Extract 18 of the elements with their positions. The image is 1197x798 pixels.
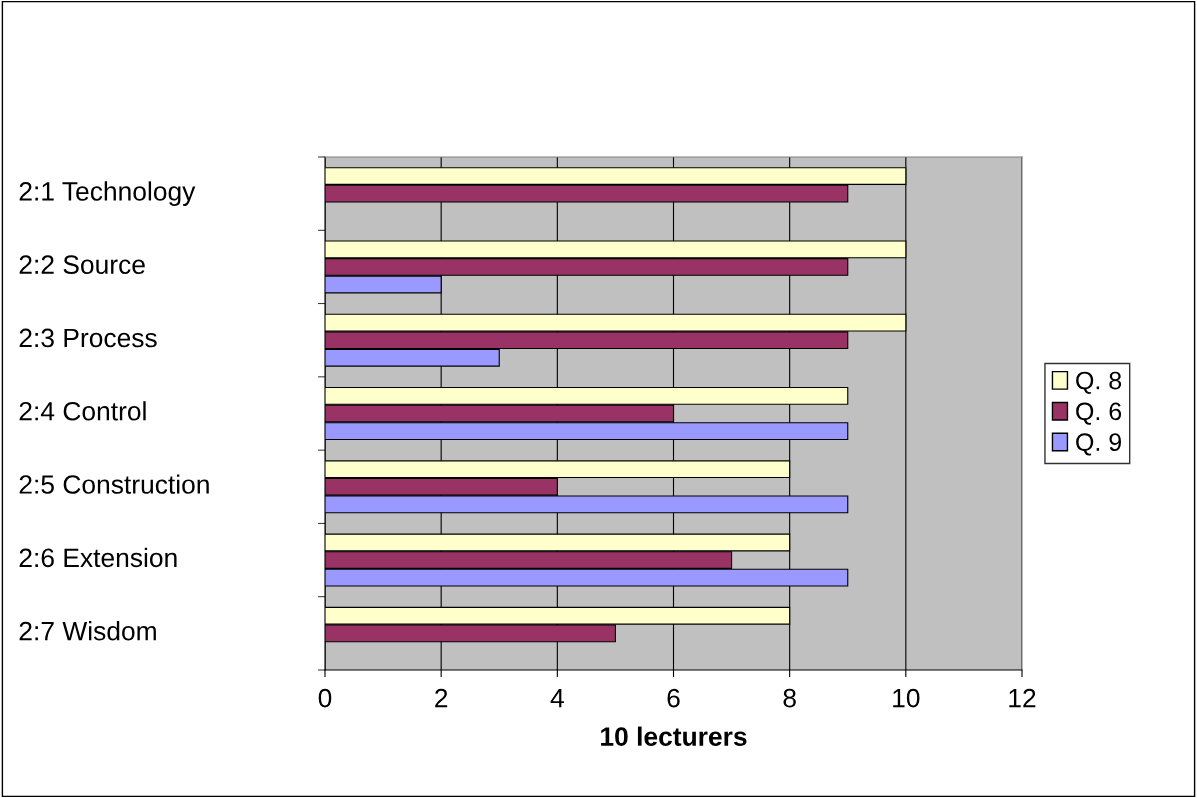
x-tick-label: 2 (435, 688, 448, 708)
x-axis-title: 10 lecturers (601, 726, 747, 746)
y-tick-label: 2:7 Wisdom (19, 621, 156, 641)
y-tick-label: 2:4 Control (19, 401, 146, 421)
x-tick-label: 8 (783, 688, 796, 708)
x-tick-label: 6 (667, 688, 680, 708)
x-tick-label: 10 (893, 688, 920, 708)
legend-label: Q. 6 (1076, 402, 1122, 425)
legend-label: Q. 9 (1076, 433, 1122, 456)
y-tick-label: 2:3 Process (19, 328, 157, 348)
y-tick-label: 2:1 Technology (19, 181, 196, 206)
legend-label: Q. 8 (1076, 371, 1122, 394)
y-tick-label: 2:6 Extension (19, 547, 177, 568)
y-tick-label: 2:2 Source (19, 255, 145, 275)
y-tick-label: 2:5 Construction (19, 474, 209, 494)
x-tick-label: 12 (1009, 688, 1036, 708)
x-tick-label: 4 (550, 689, 564, 708)
x-tick-label: 0 (318, 688, 332, 708)
